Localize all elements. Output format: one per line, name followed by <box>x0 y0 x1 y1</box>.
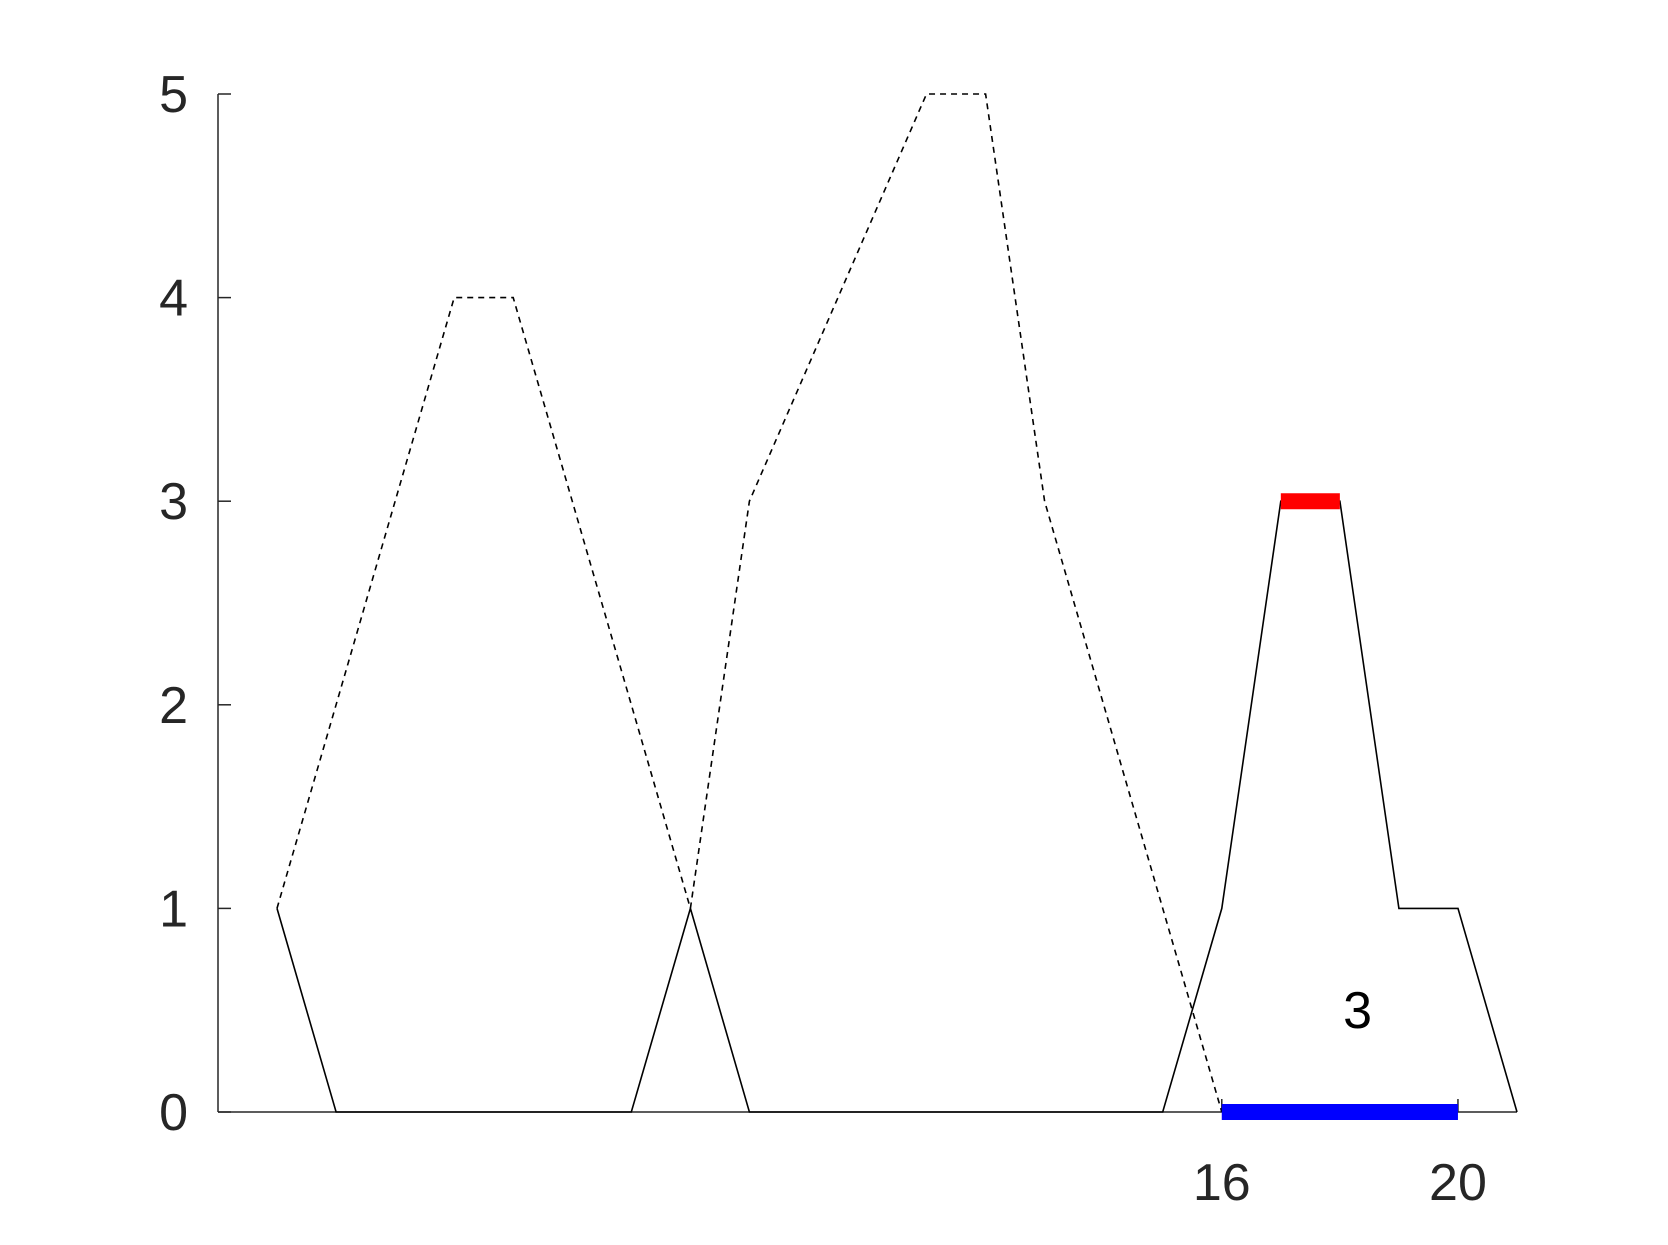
annotation-label: 3 <box>1343 982 1372 1040</box>
labels: 0 1 2 3 4 5 16 20 3 <box>159 66 1487 1212</box>
dashed-series-line <box>277 94 1222 1112</box>
highlights <box>1222 501 1458 1112</box>
y-tick-label: 1 <box>159 880 188 938</box>
y-tick-label: 3 <box>159 473 188 531</box>
x-tick-label: 16 <box>1193 1154 1251 1212</box>
y-tick-label: 4 <box>159 270 188 328</box>
x-tick-label: 20 <box>1429 1154 1487 1212</box>
solid-series-line <box>277 501 1517 1112</box>
y-tick-label: 5 <box>159 66 188 124</box>
y-tick-label: 0 <box>159 1084 188 1142</box>
y-tick-label: 2 <box>159 677 188 735</box>
axes <box>218 94 1517 1112</box>
plot-area <box>277 94 1517 1112</box>
